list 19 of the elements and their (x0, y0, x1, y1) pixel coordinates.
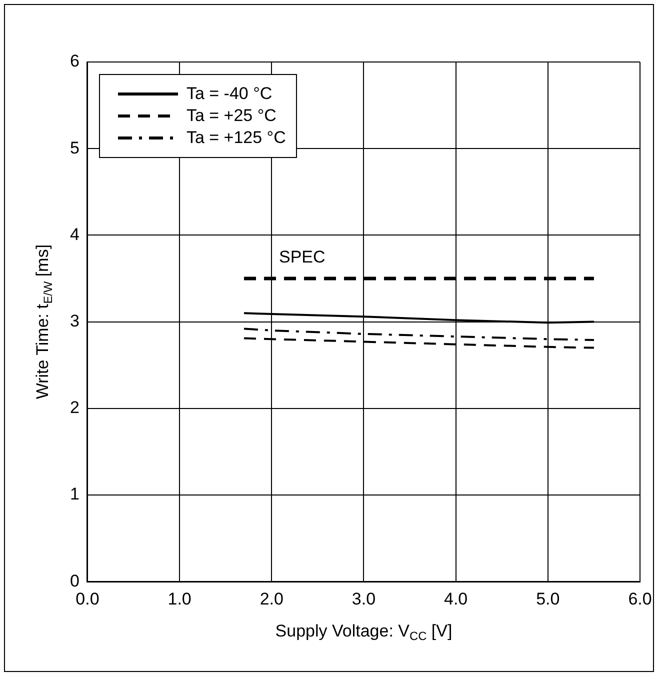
y-tick-label: 2 (70, 398, 80, 418)
y-tick-label: 1 (70, 484, 80, 504)
x-tick-label: 6.0 (628, 589, 652, 608)
x-tick-label: 3.0 (352, 589, 376, 608)
x-tick-label: 0.0 (76, 589, 100, 608)
ref-line-label: SPEC (279, 248, 326, 267)
x-tick-label: 4.0 (444, 589, 468, 608)
y-tick-label: 5 (70, 138, 80, 158)
y-axis-title: Write Time: tE/W [ms] (33, 244, 55, 400)
y-tick-label: 6 (70, 52, 80, 71)
y-tick-label: 3 (70, 311, 80, 330)
x-tick-label: 1.0 (168, 589, 192, 608)
legend-label: Ta = +125 °C (186, 127, 286, 149)
legend-label: Ta = +25 °C (186, 105, 276, 127)
y-tick-label: 4 (70, 224, 80, 244)
x-tick-label: 5.0 (536, 589, 560, 608)
y-tick-label: 0 (70, 571, 80, 590)
x-tick-label: 2.0 (260, 589, 284, 608)
legend-label: Ta = -40 °C (186, 83, 272, 105)
